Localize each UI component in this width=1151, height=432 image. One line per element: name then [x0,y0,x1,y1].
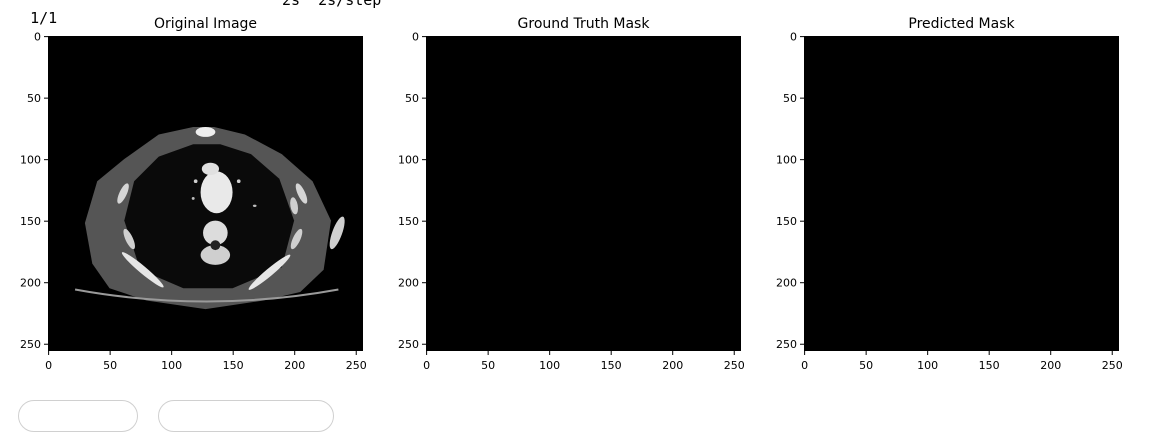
subplot-3: Predicted Mask 0 50 100 150 200 250 0 50 100 150 20… [776,16,1123,372]
y-tick-label: 150 [398,215,419,228]
y-tick-label: 250 [398,338,419,351]
x-tick-label: 50 [481,359,495,372]
ct-vessel-2 [236,179,241,184]
y-tick-label: 150 [20,215,41,228]
x-tick-label: 150 [223,359,244,372]
ct-scapula-left [121,252,164,288]
x-tick-label: 200 [662,359,683,372]
x-tick-label: 200 [284,359,305,372]
ct-scapula-right [248,254,291,290]
x-tick-label: 0 [423,359,430,372]
ct-sternum [195,127,216,137]
ct-vessel-3 [191,196,195,200]
y-tick-label: 0 [790,31,797,44]
x-tick-label: 150 [601,359,622,372]
subplot-2: Ground Truth Mask 0 50 100 150 200 250 0 50 100 15… [398,16,745,372]
ct-vertebral-body [200,245,231,265]
ct-rib-right-2 [290,228,303,250]
y-tick-label: 150 [776,215,797,228]
progress-count: 1/1 [30,9,58,27]
x-tick-label: 250 [1102,359,1123,372]
ct-scanner-table [74,288,339,303]
x-tick-label: 250 [724,359,745,372]
subplot-1: Original Image 0 50 100 150 200 250 0 50 100 150 20… [20,16,367,372]
ct-humerus-right [329,216,345,250]
ct-vessel-4 [252,204,257,208]
y-tick-label: 0 [34,31,41,44]
ct-vertebra [203,220,228,246]
ct-rib-left-1 [117,183,129,204]
ct-rib-right-1 [295,183,308,204]
y-tick-label: 50 [405,92,419,105]
x-tick-label: 0 [45,359,52,372]
y-tick-label: 100 [20,154,41,167]
y-tick-label: 200 [398,277,419,290]
y-tick-label: 250 [20,338,41,351]
x-tick-label: 50 [859,359,873,372]
image-area [804,36,1119,351]
action-pill-2[interactable] [158,400,334,432]
x-tick-label: 100 [917,359,938,372]
x-tick-label: 250 [346,359,367,372]
ct-vessel-1 [193,179,198,184]
y-tick-label: 50 [783,92,797,105]
subplot-title: Ground Truth Mask [518,16,651,32]
step-timing: 2s 2s/step [282,0,382,9]
subplot-title: Predicted Mask [908,16,1015,32]
x-tick-label: 200 [1040,359,1061,372]
x-tick-label: 50 [103,359,117,372]
subplot-title: Original Image [154,16,257,32]
y-tick-label: 0 [412,31,419,44]
ct-aorta [200,171,233,214]
ct-aortic-arch [201,162,220,176]
action-pill-1[interactable] [18,400,138,432]
ct-rib-left-2 [123,228,135,250]
ct-rib-right-3 [290,197,299,215]
x-tick-label: 100 [539,359,560,372]
y-tick-label: 200 [776,277,797,290]
y-tick-label: 100 [398,154,419,167]
image-area [426,36,741,351]
cell-output-progress: 1/1 2s 2s/step [12,0,381,45]
ct-lung-cavity [124,144,295,289]
ct-spinal-canal [210,240,221,251]
y-tick-label: 200 [20,277,41,290]
y-tick-label: 250 [776,338,797,351]
x-tick-label: 0 [801,359,808,372]
figure: Original Image 0 50 100 150 200 250 0 50 100 150 20… [20,16,1123,372]
x-tick-label: 150 [979,359,1000,372]
x-tick-label: 100 [161,359,182,372]
y-tick-label: 100 [776,154,797,167]
y-tick-label: 50 [27,92,41,105]
